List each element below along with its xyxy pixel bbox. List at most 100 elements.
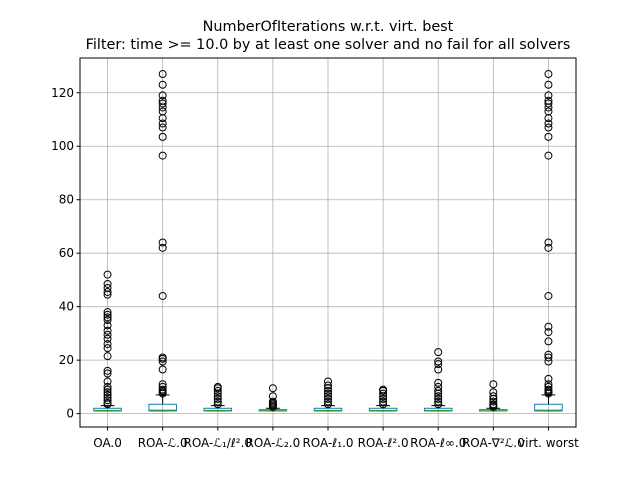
outlier-point [379, 385, 388, 394]
outlier-point [544, 80, 553, 89]
y-tick-label: 40 [59, 300, 74, 314]
outlier-point [158, 99, 167, 108]
outlier-point [489, 388, 498, 397]
outlier-point [103, 390, 112, 399]
outlier-point [103, 344, 112, 353]
outlier-point [434, 394, 443, 403]
box [368, 407, 398, 412]
outlier-point [544, 91, 553, 100]
outlier-point [379, 397, 388, 406]
outlier-point [158, 96, 167, 105]
outlier-point [544, 151, 553, 160]
outlier-point [103, 310, 112, 319]
outlier-point [544, 107, 553, 116]
outlier-point [103, 382, 112, 391]
outlier-point [434, 365, 443, 374]
outlier-point [103, 385, 112, 394]
outlier-point [103, 396, 112, 405]
chart-title: NumberOfIterations w.r.t. virt. best [203, 19, 454, 35]
outlier-point [544, 96, 553, 105]
x-tick-label: ROA-ℒ.0 [138, 436, 188, 450]
outlier-point [158, 123, 167, 132]
outlier-point [544, 99, 553, 108]
outlier-point [268, 397, 277, 406]
outlier-point [158, 119, 167, 128]
y-tick-label: 100 [51, 139, 74, 153]
outlier-point [103, 369, 112, 378]
outlier-point [158, 385, 167, 394]
outlier-point [103, 388, 112, 397]
outlier-point [489, 397, 498, 406]
outlier-point [434, 348, 443, 357]
outlier-point [103, 330, 112, 339]
outlier-point [544, 123, 553, 132]
outlier-point [158, 291, 167, 300]
outlier-point [103, 377, 112, 386]
outlier-point [544, 374, 553, 383]
outlier-point [213, 397, 222, 406]
outlier-point [158, 91, 167, 100]
outlier-point [103, 270, 112, 279]
outlier-point [324, 377, 332, 386]
outlier-point [544, 353, 553, 362]
outlier-point [213, 382, 222, 391]
outlier-point [158, 70, 167, 79]
x-tick-label: ROA-ℒ₂.0 [246, 436, 301, 450]
outlier-point [158, 353, 167, 362]
outlier-point [158, 380, 167, 389]
outlier-point [103, 316, 112, 325]
outlier-point [434, 378, 443, 387]
outlier-point [544, 238, 553, 247]
box [313, 407, 343, 412]
y-tick-label: 0 [66, 407, 74, 421]
chart-subtitle: Filter: time >= 10.0 by at least one sol… [86, 37, 571, 53]
outlier-point [103, 283, 112, 292]
x-tick-label: ROA-ℓ∞.0 [410, 436, 466, 450]
outlier-point [544, 337, 553, 346]
x-tick-label: OA.0 [93, 436, 122, 450]
outlier-point [268, 392, 277, 401]
outlier-point [158, 382, 167, 391]
outlier-point [544, 70, 553, 79]
box [203, 407, 233, 412]
outlier-point [434, 360, 443, 369]
outlier-point [489, 400, 498, 409]
outlier-point [434, 400, 443, 409]
outlier-point [158, 357, 167, 366]
x-tick-label: ROA-ℓ₁.0 [302, 436, 353, 450]
outlier-point [103, 279, 112, 288]
y-tick-label: 60 [59, 246, 74, 260]
outlier-point [158, 365, 167, 374]
grid [80, 58, 576, 427]
outlier-point [158, 238, 167, 247]
outlier-point [324, 386, 332, 395]
outlier-point [489, 380, 498, 389]
box [423, 407, 453, 412]
outlier-point [544, 380, 553, 389]
outlier-point [158, 243, 167, 252]
outlier-point [434, 357, 443, 366]
x-tick-label: ROA-ℓ².0 [358, 436, 409, 450]
outlier-point [103, 308, 112, 317]
box [534, 403, 563, 412]
outlier-point [379, 400, 388, 409]
outliers [103, 70, 553, 411]
outlier-point [544, 132, 553, 141]
x-tick-label: ROA-∇²ℒ.0 [462, 436, 525, 450]
boxes [93, 394, 563, 412]
outlier-point [544, 291, 553, 300]
outlier-point [434, 386, 443, 395]
outlier-point [213, 400, 222, 409]
y-tick-label: 120 [51, 86, 74, 100]
outlier-point [489, 392, 498, 401]
outlier-point [103, 321, 112, 330]
outlier-point [213, 394, 222, 403]
outlier-point [103, 366, 112, 375]
outlier-point [324, 392, 332, 401]
outlier-point [379, 389, 388, 398]
outlier-point [213, 392, 222, 401]
outlier-point [158, 107, 167, 116]
outlier-point [544, 350, 553, 359]
